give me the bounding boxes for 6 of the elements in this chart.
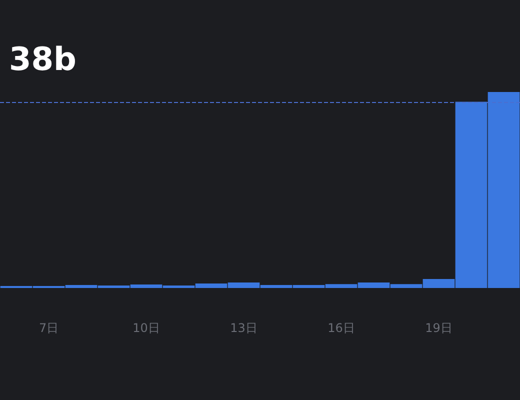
chart-title: 38b	[9, 40, 76, 78]
x-tick-label: 19日	[425, 321, 452, 335]
x-tick-label: 13日	[230, 321, 258, 335]
x-tick-label: 16日	[328, 321, 355, 335]
x-tick-label: 7日	[38, 321, 59, 335]
x-tick-label: 10日	[132, 321, 160, 335]
